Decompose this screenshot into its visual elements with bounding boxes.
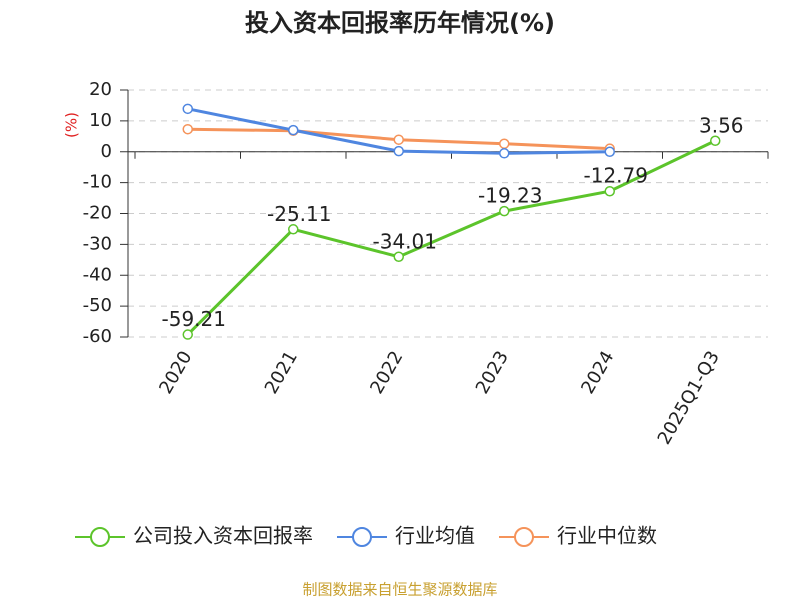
legend-marker: [352, 527, 372, 547]
y-tick-label: 0: [101, 141, 112, 162]
legend-label: 行业均值: [395, 524, 475, 548]
x-tick-label: 2020: [155, 348, 196, 398]
data-label: 3.56: [699, 113, 744, 137]
data-point: [182, 329, 193, 340]
x-tick-label: 2024: [577, 348, 618, 398]
data-point: [604, 146, 615, 157]
y-axis-label: (%): [63, 112, 81, 138]
data-label: -12.79: [584, 164, 648, 188]
data-point: [604, 185, 615, 197]
x-tick-label: 2023: [472, 348, 513, 398]
y-tick-label: -40: [83, 264, 112, 285]
x-tick-label: 2021: [261, 348, 302, 398]
data-point: [499, 148, 510, 159]
source-note: 制图数据来自恒生聚源数据库: [302, 581, 497, 599]
chart-title: 投入资本回报率历年情况(%): [245, 9, 555, 37]
y-tick-label: -50: [83, 295, 112, 316]
data-point: [288, 124, 299, 136]
series-line: [186, 139, 716, 336]
legend-label: 行业中位数: [557, 524, 657, 548]
data-point: [393, 251, 404, 263]
legend-label: 公司投入资本回报率: [133, 524, 313, 548]
data-point: [710, 135, 721, 147]
legend-marker: [514, 527, 534, 547]
data-label: -19.23: [478, 184, 542, 208]
data-point: [393, 134, 404, 145]
data-label: -59.21: [162, 307, 226, 331]
y-tick-label: 10: [89, 110, 112, 131]
data-point: [499, 138, 510, 149]
y-tick-label: -10: [83, 172, 112, 193]
x-tick-label: 2025Q1-Q3: [654, 348, 724, 449]
y-tick-label: -60: [83, 326, 112, 347]
data-point: [288, 224, 299, 235]
data-point: [182, 103, 193, 115]
y-tick-label: 20: [89, 79, 112, 100]
y-tick-label: -20: [83, 203, 112, 224]
data-point: [182, 123, 193, 135]
y-tick-label: -30: [83, 233, 112, 254]
data-label: -34.01: [373, 229, 437, 253]
data-label: -25.11: [267, 202, 331, 226]
legend-marker: [90, 527, 110, 547]
data-point: [393, 145, 404, 157]
x-tick-label: 2022: [366, 348, 407, 398]
data-point: [499, 205, 510, 217]
